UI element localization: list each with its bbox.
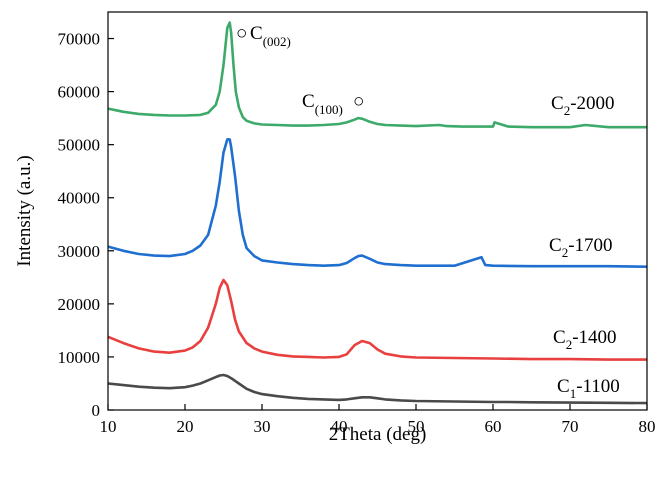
- peak-marker-002: ○: [236, 23, 247, 44]
- series-label-c1-1100: C1-1100: [557, 376, 620, 401]
- series-line-c1-1100: [107, 373, 648, 405]
- x-tick-label: 70: [562, 417, 579, 436]
- series-line-c2-2000: [107, 21, 647, 129]
- x-axis-title: 2Theta (deg): [329, 424, 427, 445]
- peak-annotations: ○ C(002)C(100) ○: [236, 23, 364, 117]
- y-tick-label: 10000: [58, 348, 101, 367]
- series-label-c2-1700: C2-1700: [549, 235, 613, 260]
- x-tick-label: 60: [485, 417, 502, 436]
- y-tick-label: 20000: [58, 295, 101, 314]
- y-axis: 0 10000 20000 30000 40000 50000 60000 70000: [58, 30, 114, 420]
- series-layer: [107, 21, 648, 405]
- x-tick-label: 30: [254, 417, 271, 436]
- x-tick-label: 20: [177, 417, 194, 436]
- series-label-c2-1400: C2-1400: [553, 327, 617, 352]
- y-tick-label: 60000: [58, 83, 101, 102]
- series-line-c2-1700: [107, 138, 648, 268]
- series-labels: C1-1100 C2-1400 C2-1700 C2-2000: [549, 93, 620, 401]
- y-tick-label: 50000: [58, 136, 101, 155]
- x-tick-label: 80: [639, 417, 656, 436]
- peak-label-100: C(100): [302, 91, 343, 117]
- y-tick-label: 30000: [58, 242, 101, 261]
- x-axis: 10 20 30 40 50 60 70 80: [100, 404, 656, 436]
- x-tick-label: 50: [408, 417, 425, 436]
- x-tick-label: 40: [331, 417, 348, 436]
- series-line-c2-1400: [107, 278, 647, 361]
- peak-label-002: C(002): [250, 23, 291, 49]
- y-tick-label: 70000: [58, 30, 101, 49]
- x-tick-label: 10: [100, 417, 117, 436]
- y-axis-title: Intensity (a.u.): [14, 155, 35, 266]
- peak-marker-100: ○: [353, 91, 364, 112]
- plot-frame: [107, 11, 648, 411]
- y-tick-label: 40000: [58, 189, 101, 208]
- series-label-c2-2000: C2-2000: [551, 93, 615, 118]
- y-tick-label: 0: [92, 401, 101, 420]
